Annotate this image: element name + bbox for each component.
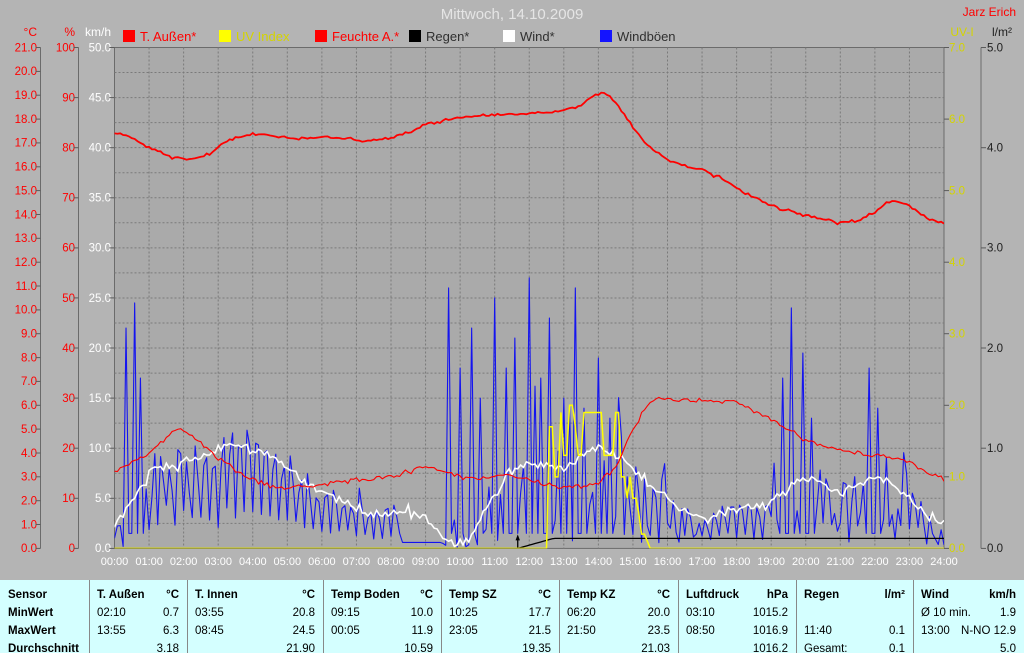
svg-text:10:00: 10:00	[446, 556, 474, 568]
svg-text:3.0: 3.0	[949, 329, 965, 341]
svg-text:16:00: 16:00	[654, 556, 682, 568]
svg-text:30.0: 30.0	[89, 243, 111, 255]
svg-text:35.0: 35.0	[89, 193, 111, 205]
svg-text:7.0: 7.0	[949, 42, 965, 54]
svg-text:6.0: 6.0	[21, 400, 37, 412]
svg-text:12:00: 12:00	[515, 556, 543, 568]
svg-text:5.0: 5.0	[95, 493, 111, 505]
svg-text:16.0: 16.0	[15, 162, 37, 174]
svg-text:20.0: 20.0	[15, 66, 37, 78]
svg-text:19:00: 19:00	[757, 556, 785, 568]
svg-text:10: 10	[62, 493, 75, 505]
svg-text:14.0: 14.0	[15, 209, 37, 221]
svg-text:5.0: 5.0	[987, 42, 1003, 54]
svg-text:13:00: 13:00	[550, 556, 578, 568]
svg-text:5.0: 5.0	[21, 424, 37, 436]
svg-text:11.0: 11.0	[15, 281, 37, 293]
svg-text:14:00: 14:00	[585, 556, 613, 568]
svg-text:25.0: 25.0	[89, 293, 111, 305]
svg-text:12.0: 12.0	[15, 257, 37, 269]
svg-text:2.0: 2.0	[949, 400, 965, 412]
svg-text:4.0: 4.0	[21, 448, 37, 460]
svg-text:3.0: 3.0	[21, 472, 37, 484]
svg-text:21:00: 21:00	[827, 556, 855, 568]
svg-text:22:00: 22:00	[861, 556, 889, 568]
svg-text:19.0: 19.0	[15, 90, 37, 102]
svg-text:15.0: 15.0	[15, 185, 37, 197]
svg-text:09:00: 09:00	[412, 556, 440, 568]
svg-text:24:00: 24:00	[930, 556, 958, 568]
svg-text:08:00: 08:00	[377, 556, 405, 568]
svg-text:4.0: 4.0	[987, 143, 1003, 155]
svg-text:0.0: 0.0	[949, 543, 965, 555]
svg-text:40: 40	[62, 343, 75, 355]
svg-text:18.0: 18.0	[15, 114, 37, 126]
svg-text:1.0: 1.0	[949, 472, 965, 484]
svg-text:07:00: 07:00	[343, 556, 371, 568]
svg-text:6.0: 6.0	[949, 114, 965, 126]
svg-text:20: 20	[62, 443, 75, 455]
svg-text:5.0: 5.0	[949, 185, 965, 197]
svg-text:2.0: 2.0	[987, 343, 1003, 355]
svg-text:1.0: 1.0	[21, 519, 37, 531]
svg-text:100: 100	[56, 42, 75, 54]
svg-text:17:00: 17:00	[688, 556, 716, 568]
svg-text:18:00: 18:00	[723, 556, 751, 568]
svg-text:0.0: 0.0	[987, 543, 1003, 555]
svg-text:40.0: 40.0	[89, 143, 111, 155]
svg-text:4.0: 4.0	[949, 257, 965, 269]
svg-text:06:00: 06:00	[308, 556, 336, 568]
svg-text:02:00: 02:00	[170, 556, 198, 568]
svg-text:7.0: 7.0	[21, 376, 37, 388]
svg-text:10.0: 10.0	[89, 443, 111, 455]
svg-text:17.0: 17.0	[15, 138, 37, 150]
svg-text:70: 70	[62, 193, 75, 205]
svg-text:8.0: 8.0	[21, 352, 37, 364]
svg-text:05:00: 05:00	[274, 556, 302, 568]
svg-text:00:00: 00:00	[101, 556, 129, 568]
svg-text:21.0: 21.0	[15, 42, 37, 54]
svg-text:9.0: 9.0	[21, 329, 37, 341]
svg-text:15.0: 15.0	[89, 393, 111, 405]
svg-text:20.0: 20.0	[89, 343, 111, 355]
svg-text:3.0: 3.0	[987, 243, 1003, 255]
svg-text:1.0: 1.0	[987, 443, 1003, 455]
svg-text:30: 30	[62, 393, 75, 405]
svg-text:2.0: 2.0	[21, 496, 37, 508]
svg-text:0: 0	[69, 543, 75, 555]
svg-text:90: 90	[62, 92, 75, 104]
svg-text:0.0: 0.0	[95, 543, 111, 555]
svg-text:50: 50	[62, 293, 75, 305]
svg-text:23:00: 23:00	[896, 556, 924, 568]
svg-text:20:00: 20:00	[792, 556, 820, 568]
svg-text:0.0: 0.0	[21, 543, 37, 555]
svg-text:11:00: 11:00	[481, 556, 508, 568]
svg-text:60: 60	[62, 243, 75, 255]
svg-text:80: 80	[62, 143, 75, 155]
svg-text:45.0: 45.0	[89, 92, 111, 104]
svg-text:50.0: 50.0	[89, 42, 111, 54]
svg-text:15:00: 15:00	[619, 556, 647, 568]
svg-text:01:00: 01:00	[135, 556, 163, 568]
svg-text:13.0: 13.0	[15, 233, 37, 245]
svg-text:03:00: 03:00	[204, 556, 232, 568]
svg-text:04:00: 04:00	[239, 556, 267, 568]
svg-text:10.0: 10.0	[15, 305, 37, 317]
